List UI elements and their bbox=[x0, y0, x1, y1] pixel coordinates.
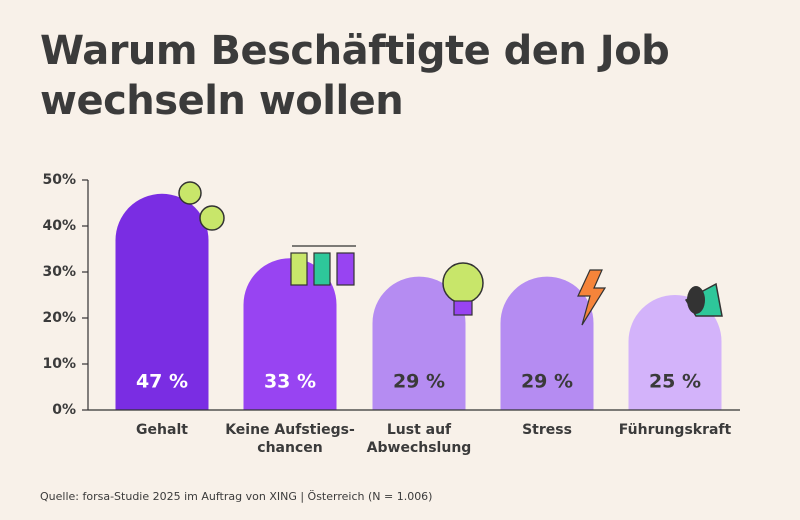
value-label: 25 % bbox=[649, 371, 701, 393]
value-label: 29 % bbox=[521, 371, 573, 393]
x-tick-label: Führungskraft bbox=[618, 422, 732, 438]
y-tick-label: 0% bbox=[52, 402, 76, 418]
bar bbox=[500, 276, 594, 410]
x-tick-label: Stress bbox=[522, 422, 572, 438]
value-label: 47 % bbox=[136, 371, 188, 393]
x-tick-label: Lust auf Abwechslung bbox=[366, 422, 472, 456]
y-tick-label: 20% bbox=[42, 310, 76, 326]
x-tick-label: Gehalt bbox=[136, 422, 188, 438]
bar bbox=[628, 295, 722, 410]
y-tick-label: 30% bbox=[42, 264, 76, 280]
y-tick-label: 50% bbox=[42, 172, 76, 188]
y-tick-label: 10% bbox=[42, 356, 76, 372]
bar bbox=[243, 258, 337, 410]
source-note: Quelle: forsa-Studie 2025 im Auftrag von… bbox=[40, 490, 433, 503]
value-label: 33 % bbox=[264, 371, 316, 393]
y-tick-label: 40% bbox=[42, 218, 76, 234]
x-tick-label: Keine Aufstiegs- chancen bbox=[225, 422, 355, 456]
bar bbox=[115, 193, 209, 410]
chart-title: Warum Beschäftigte den Job wechseln woll… bbox=[40, 28, 670, 124]
bar bbox=[372, 276, 466, 410]
value-label: 29 % bbox=[393, 371, 445, 393]
decoration bbox=[178, 181, 723, 326]
